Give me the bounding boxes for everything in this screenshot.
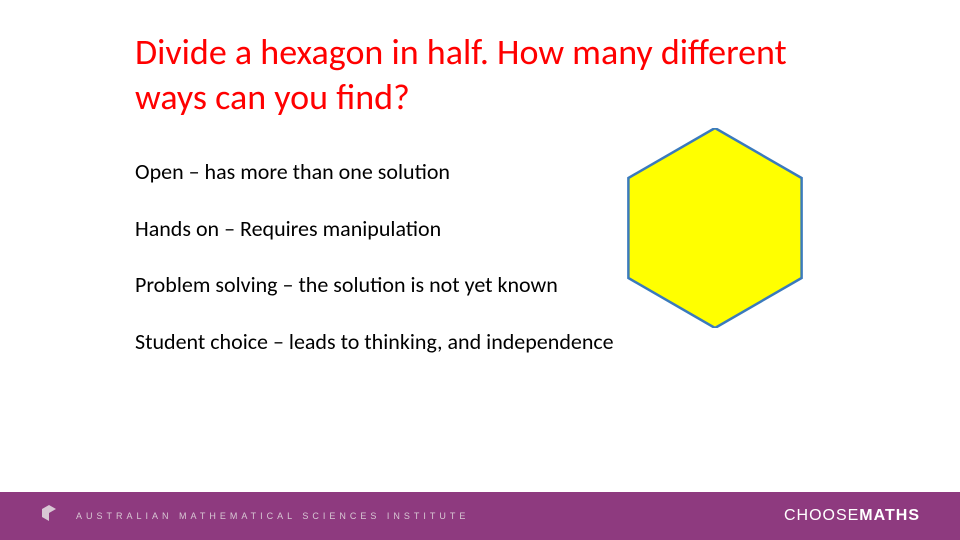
footer-left: AUSTRALIAN MATHEMATICAL SCIENCES INSTITU… — [40, 505, 469, 528]
amsi-logo-icon — [40, 505, 58, 528]
brand-logo: CHOOSEMATHS — [784, 507, 920, 525]
brand-prefix: CHOOSE — [784, 507, 859, 524]
amsi-text: AUSTRALIAN MATHEMATICAL SCIENCES INSTITU… — [76, 511, 469, 521]
slide-title: Divide a hexagon in half. How many diffe… — [135, 30, 835, 120]
hexagon-svg — [600, 128, 830, 328]
hexagon-polygon — [628, 128, 801, 328]
brand-suffix: MATHS — [859, 507, 920, 524]
footer-bar: AUSTRALIAN MATHEMATICAL SCIENCES INSTITU… — [0, 492, 960, 540]
hexagon-shape — [600, 128, 830, 333]
